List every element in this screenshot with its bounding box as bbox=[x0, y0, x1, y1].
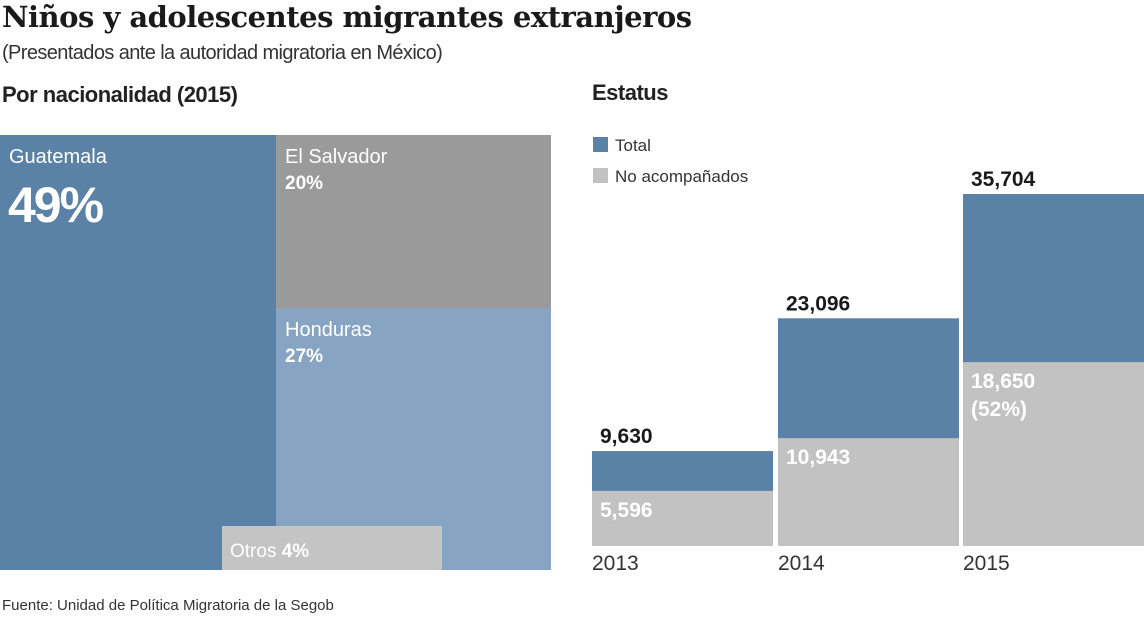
label-total-2014: 23,096 bbox=[786, 292, 850, 315]
treemap-label-otros: Otros 4% bbox=[230, 541, 309, 562]
treemap-cell-guatemala bbox=[0, 135, 276, 570]
x-tick-2014: 2014 bbox=[778, 552, 825, 575]
legend-swatch-no-acompanados bbox=[593, 168, 608, 183]
treemap-cell-otros bbox=[222, 526, 442, 570]
chart-subtitle: (Presentados ante la autoridad migratori… bbox=[2, 42, 443, 64]
treemap-label-guatemala: Guatemala bbox=[9, 146, 108, 168]
x-tick-2015: 2015 bbox=[963, 552, 1010, 575]
x-tick-2013: 2013 bbox=[592, 552, 639, 575]
treemap-title: Por nacionalidad (2015) bbox=[2, 82, 238, 107]
label-note-2015: (52%) bbox=[971, 398, 1027, 421]
label-total-2013: 9,630 bbox=[600, 425, 653, 448]
label-no-acompanados-2014: 10,943 bbox=[786, 446, 850, 469]
chart-title: Niños y adolescentes migrantes extranjer… bbox=[2, 0, 692, 34]
treemap-value-el-salvador: 20% bbox=[285, 173, 323, 194]
treemap-label-el-salvador: El Salvador bbox=[285, 146, 388, 168]
label-no-acompanados-2015: 18,650 bbox=[971, 370, 1035, 393]
treemap-label-honduras: Honduras bbox=[285, 319, 372, 341]
bar-no-acompanados-2014 bbox=[778, 438, 959, 546]
treemap-cell-el-salvador bbox=[276, 135, 551, 308]
label-no-acompanados-2013: 5,596 bbox=[600, 499, 653, 522]
bar-chart-title: Estatus bbox=[592, 80, 668, 105]
treemap-value-guatemala: 49% bbox=[8, 177, 104, 233]
legend-label-total: Total bbox=[615, 136, 651, 155]
treemap-value-honduras: 27% bbox=[285, 346, 323, 367]
legend-swatch-total bbox=[593, 137, 608, 152]
source-note: Fuente: Unidad de Política Migratoria de… bbox=[2, 597, 334, 614]
bar-no-acompanados-2015 bbox=[963, 362, 1144, 546]
legend-label-no-acompanados: No acompañados bbox=[615, 167, 748, 186]
bar-no-acompanados-2013 bbox=[592, 490, 773, 546]
label-total-2015: 35,704 bbox=[971, 168, 1036, 191]
